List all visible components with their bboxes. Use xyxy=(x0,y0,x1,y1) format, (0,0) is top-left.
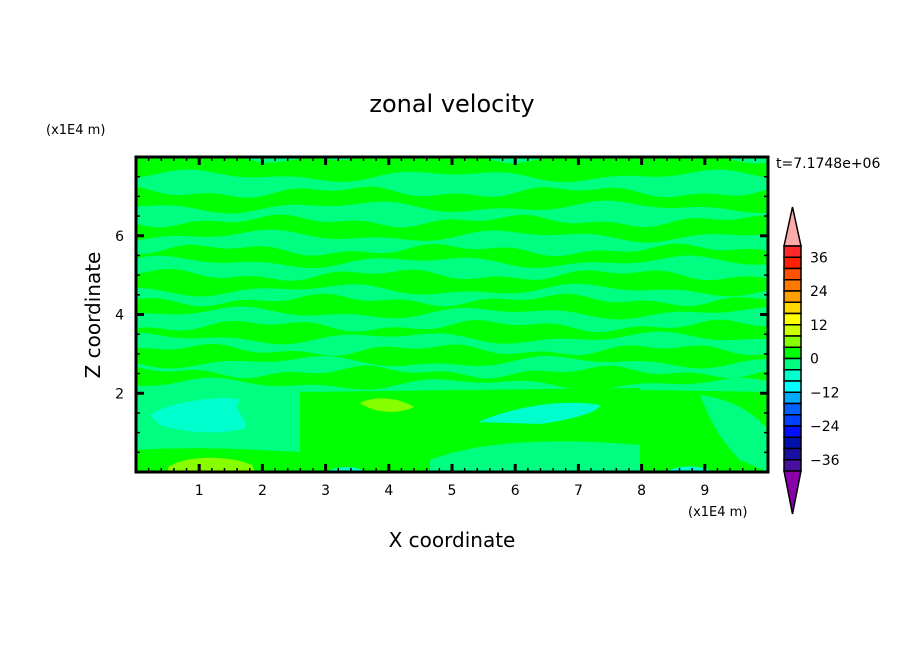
colorbar-box xyxy=(783,425,802,438)
x-tick-label: 5 xyxy=(448,483,457,499)
colorbar-box xyxy=(783,312,802,326)
colorbar-box xyxy=(783,245,802,258)
contour-region xyxy=(150,398,246,433)
colorbar-box xyxy=(783,335,802,348)
contour-region xyxy=(136,186,768,214)
axes: 1 2 3 4 5 6 7 8 9 2 4 6 xyxy=(115,155,770,499)
colorbar-over-triangle xyxy=(783,206,802,247)
x-tick-label: 9 xyxy=(700,483,709,499)
contour-region xyxy=(136,319,768,345)
colorbar-box xyxy=(783,301,802,315)
y-tick-label: 6 xyxy=(115,229,124,245)
colorbar-box xyxy=(783,290,802,303)
x-tick-label: 6 xyxy=(511,483,520,499)
colorbar-box xyxy=(783,267,802,281)
colorbar-box xyxy=(783,324,802,337)
contour-region xyxy=(136,243,768,269)
colorbar-label: −24 xyxy=(810,419,840,435)
time-label: t=7.1748e+06 xyxy=(776,156,880,172)
x-tick-label: 2 xyxy=(258,483,267,499)
y-tick-label: 4 xyxy=(115,308,124,324)
x-tick-label: 3 xyxy=(321,483,330,499)
colorbar-label: 0 xyxy=(810,352,819,368)
contour-region xyxy=(430,441,640,472)
chart-title: zonal velocity xyxy=(369,90,534,118)
contour-region xyxy=(136,268,768,297)
contour-region xyxy=(136,343,768,369)
x-unit-label: (x1E4 m) xyxy=(688,505,747,520)
y-unit-label: (x1E4 m) xyxy=(46,123,105,138)
contour-region xyxy=(136,293,768,320)
colorbar-box xyxy=(783,459,802,472)
contour-region xyxy=(168,457,255,472)
colorbar-box xyxy=(783,391,802,405)
colorbar-box xyxy=(783,369,802,382)
x-tick-label: 4 xyxy=(384,483,393,499)
colorbar-label: −12 xyxy=(810,385,840,401)
contour-region xyxy=(360,398,414,412)
contour-region xyxy=(136,214,768,243)
colorbar-under-triangle xyxy=(783,470,802,515)
x-tick-label: 1 xyxy=(195,483,204,499)
colorbar-box xyxy=(783,414,802,427)
contour-field xyxy=(136,157,768,472)
colorbar: 36 24 12 0 −12 −24 −36 xyxy=(783,206,840,515)
colorbar-box xyxy=(783,447,802,461)
x-axis-label: X coordinate xyxy=(389,528,516,552)
y-tick-label: 2 xyxy=(115,386,124,402)
colorbar-box xyxy=(783,256,802,270)
x-tick-label: 7 xyxy=(574,483,583,499)
x-tick-label: 8 xyxy=(637,483,646,499)
colorbar-box xyxy=(783,380,802,393)
colorbar-box xyxy=(783,402,802,416)
colorbar-label: 36 xyxy=(810,250,828,266)
colorbar-box xyxy=(783,357,802,371)
contour-region xyxy=(136,365,768,391)
colorbar-box xyxy=(783,346,802,360)
colorbar-box xyxy=(783,279,802,292)
contour-region xyxy=(700,395,768,472)
contour-region xyxy=(136,157,768,183)
contour-region xyxy=(478,402,600,424)
colorbar-label: 24 xyxy=(810,284,828,300)
colorbar-box xyxy=(783,436,802,450)
y-axis-label: Z coordinate xyxy=(81,252,105,379)
colorbar-label: −36 xyxy=(810,453,840,469)
colorbar-label: 12 xyxy=(810,318,828,334)
